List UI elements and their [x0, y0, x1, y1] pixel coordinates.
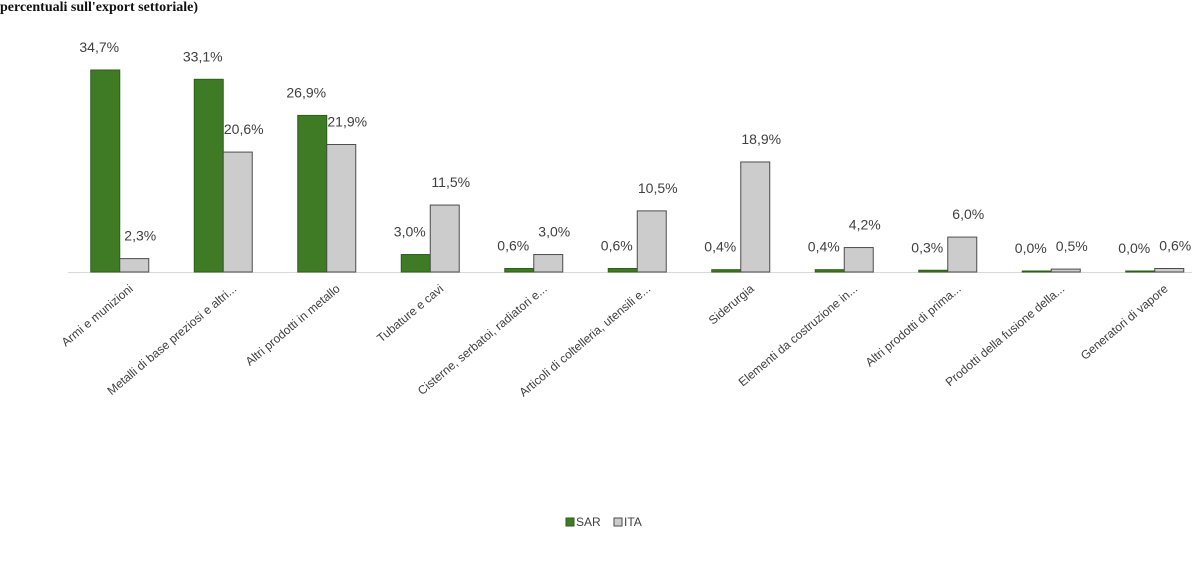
data-label-ita-6: 18,9% [741, 131, 781, 147]
data-label-ita-4: 3,0% [538, 224, 570, 240]
bar-ita-1 [222, 151, 253, 273]
data-label-ita-1: 20,6% [224, 121, 264, 137]
data-label-sar-3: 3,0% [394, 224, 426, 240]
data-label-ita-7: 4,2% [849, 217, 881, 233]
bar-sar-8 [918, 269, 949, 273]
category-label-3: Tubature e cavi [374, 282, 446, 346]
data-label-ita-2: 21,9% [327, 114, 367, 130]
data-label-ita-5: 10,5% [638, 180, 678, 196]
data-label-sar-4: 0,6% [497, 238, 529, 254]
bar-sar-10 [1125, 270, 1156, 273]
bar-sar-5 [607, 268, 638, 273]
legend-swatch-sar [565, 517, 575, 527]
bar-ita-5 [636, 210, 667, 273]
bar-ita-8 [947, 236, 978, 273]
bar-ita-4 [533, 254, 564, 273]
bar-sar-6 [711, 269, 742, 273]
data-label-ita-10: 0,6% [1159, 238, 1191, 254]
bar-sar-9 [1021, 270, 1052, 273]
bar-sar-0 [90, 69, 121, 273]
bar-ita-3 [429, 204, 460, 273]
data-label-ita-0: 2,3% [124, 228, 156, 244]
bar-ita-2 [326, 144, 357, 273]
legend-swatch-ita [613, 517, 623, 527]
bar-sar-7 [814, 269, 845, 273]
bar-ita-6 [740, 161, 771, 273]
data-label-sar-7: 0,4% [808, 239, 840, 255]
data-label-sar-1: 33,1% [183, 48, 223, 64]
category-label-2: Altri prodotti in metallo [243, 281, 343, 368]
bar-sar-4 [504, 268, 535, 273]
bar-sar-1 [193, 78, 224, 273]
category-label-7: Elementi da costruzione in... [736, 282, 860, 390]
data-label-sar-9: 0,0% [1015, 240, 1047, 256]
data-label-sar-10: 0,0% [1118, 240, 1150, 256]
category-label-9: Prodotti della fusione della... [943, 282, 1067, 390]
chart-title: percentuali sull'export settoriale) [0, 0, 199, 15]
data-label-sar-5: 0,6% [601, 238, 633, 254]
bar-ita-7 [843, 247, 874, 273]
bar-ita-10 [1154, 268, 1185, 273]
category-label-6: Siderurgia [706, 281, 757, 327]
data-label-sar-8: 0,3% [911, 239, 943, 255]
data-label-sar-0: 34,7% [79, 39, 119, 55]
legend-label-sar: SAR [576, 515, 601, 529]
data-label-sar-6: 0,4% [704, 239, 736, 255]
legend-label-ita: ITA [624, 515, 642, 529]
data-label-ita-3: 11,5% [431, 174, 470, 190]
bar-ita-9 [1050, 268, 1081, 273]
data-label-sar-2: 26,9% [286, 84, 326, 100]
category-label-8: Altri prodotti di prima... [863, 282, 964, 370]
bar-sar-3 [400, 254, 431, 273]
category-label-10: Generatori di vapore [1078, 281, 1171, 362]
data-label-ita-8: 6,0% [952, 206, 984, 222]
category-label-0: Armi e munizioni [59, 282, 136, 350]
bar-sar-2 [297, 114, 328, 273]
data-label-ita-9: 0,5% [1056, 238, 1088, 254]
bar-ita-0 [119, 258, 150, 273]
